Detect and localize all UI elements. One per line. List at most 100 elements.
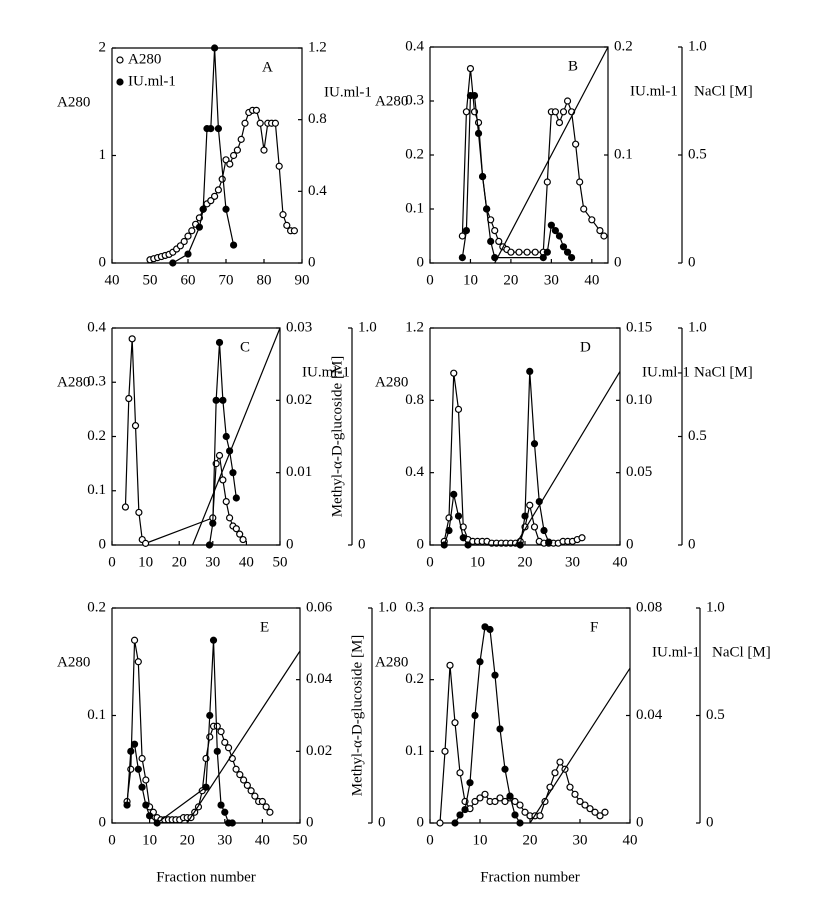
data-point bbox=[591, 808, 599, 816]
series-line bbox=[124, 338, 244, 545]
data-point bbox=[596, 812, 604, 820]
data-point bbox=[205, 541, 214, 549]
data-point bbox=[262, 803, 270, 811]
y2-tick-label: 0.15 bbox=[626, 319, 652, 335]
y3-tick-label: 1.0 bbox=[706, 599, 725, 615]
y-tick-label: 0.3 bbox=[87, 374, 106, 390]
data-point bbox=[240, 776, 248, 784]
data-point bbox=[142, 801, 150, 809]
y-axis-label: A280 bbox=[375, 93, 408, 109]
y2-axis-label: IU.ml-1 bbox=[652, 644, 700, 660]
panel: 40 50 60 70 80 90 0 1 2 0 0.4 0.8 1.2 A280 IU.ml-1 A A28… bbox=[57, 39, 372, 288]
data-point bbox=[567, 254, 576, 262]
data-point bbox=[279, 211, 287, 219]
series-line bbox=[208, 342, 237, 546]
data-point bbox=[531, 248, 539, 256]
data-point bbox=[601, 808, 609, 816]
x-axis-label: Fraction number bbox=[480, 869, 580, 885]
data-point bbox=[536, 812, 544, 820]
panel-label: F bbox=[590, 619, 598, 635]
data-point bbox=[521, 808, 529, 816]
data-point bbox=[219, 396, 227, 404]
y-tick-label: 0.3 bbox=[405, 92, 424, 108]
data-point bbox=[487, 237, 495, 245]
data-point bbox=[501, 797, 509, 806]
data-point bbox=[247, 787, 255, 795]
y2-tick-label: 0.08 bbox=[636, 599, 662, 615]
panel: 0 10 20 30 40 0 0.1 0.2 0.3 0.4 0 0.1 0.2 0 0.5 1.0 A280… bbox=[375, 38, 753, 288]
x-tick-label: 10 bbox=[470, 554, 485, 570]
data-point bbox=[555, 118, 564, 127]
data-point bbox=[169, 259, 177, 267]
data-point bbox=[271, 119, 279, 127]
y3-tick-label: 1.0 bbox=[688, 319, 707, 335]
data-point bbox=[476, 658, 484, 666]
data-point bbox=[474, 118, 483, 127]
data-point bbox=[209, 519, 217, 527]
y2-tick-label: 0.05 bbox=[626, 464, 652, 480]
data-point bbox=[207, 197, 215, 205]
data-point bbox=[521, 512, 529, 520]
data-point bbox=[232, 525, 240, 533]
series-line bbox=[514, 371, 621, 546]
data-point bbox=[125, 394, 133, 403]
y2-axis-label: IU.ml-1 bbox=[630, 83, 678, 99]
data-point bbox=[142, 776, 150, 784]
series-line bbox=[172, 47, 235, 264]
data-point bbox=[222, 205, 230, 213]
data-point bbox=[543, 178, 551, 186]
data-point bbox=[219, 476, 227, 484]
data-point bbox=[212, 396, 220, 404]
x-tick-label: 30 bbox=[544, 272, 559, 288]
data-point bbox=[232, 765, 240, 773]
y-tick-label: 0.1 bbox=[87, 707, 106, 723]
data-point bbox=[478, 173, 487, 181]
data-point bbox=[526, 501, 534, 509]
y3-axis-label: Methyl-α-D-glucoside [M] bbox=[329, 356, 345, 518]
data-point bbox=[131, 422, 140, 430]
data-point bbox=[551, 769, 559, 777]
legend-label: IU.ml-1 bbox=[128, 73, 176, 89]
data-point bbox=[123, 801, 131, 809]
y-tick-label: 0 bbox=[417, 814, 425, 830]
data-point bbox=[491, 797, 499, 806]
y-tick-label: 0.1 bbox=[405, 200, 424, 216]
data-point bbox=[551, 108, 560, 116]
y3-tick-label: 0.5 bbox=[688, 428, 707, 444]
data-point bbox=[523, 248, 531, 256]
data-point bbox=[496, 725, 504, 733]
data-point bbox=[130, 740, 139, 748]
y2-tick-label: 1.2 bbox=[308, 39, 327, 55]
series-line bbox=[443, 373, 583, 544]
y-axis-label: A280 bbox=[375, 374, 408, 390]
data-point bbox=[213, 722, 221, 730]
y-tick-label: 0 bbox=[417, 536, 425, 552]
y2-tick-label: 0 bbox=[306, 814, 314, 830]
x-tick-label: 50 bbox=[293, 832, 308, 848]
data-point bbox=[458, 254, 466, 262]
data-point bbox=[153, 819, 161, 827]
y3-tick-label: 0.5 bbox=[688, 146, 707, 162]
data-point bbox=[559, 243, 568, 251]
x-tick-label: 80 bbox=[257, 272, 272, 288]
data-point bbox=[543, 248, 551, 256]
data-point bbox=[209, 636, 218, 644]
y-tick-label: 0.4 bbox=[87, 319, 106, 335]
data-point bbox=[530, 523, 539, 531]
data-point bbox=[258, 797, 266, 806]
data-point bbox=[138, 754, 146, 763]
y2-tick-label: 0 bbox=[614, 254, 622, 270]
x-tick-label: 70 bbox=[219, 272, 234, 288]
panel: 0 10 20 30 40 50 0 0.1 0.2 0 0.02 0.04 0.06 0 1.0 A280 M… bbox=[57, 599, 397, 885]
data-point bbox=[440, 541, 448, 549]
y-tick-label: 0.2 bbox=[405, 671, 424, 687]
x-tick-label: 20 bbox=[180, 832, 195, 848]
panel: 0 10 20 30 40 50 0 0.1 0.2 0.3 0.4 0 0.01 0.02 0.03 0 1.… bbox=[57, 319, 377, 570]
data-point bbox=[243, 781, 251, 789]
y-axis-label: A280 bbox=[57, 374, 90, 390]
x-tick-label: 0 bbox=[426, 554, 434, 570]
data-point bbox=[516, 819, 524, 827]
y-tick-label: 1.2 bbox=[405, 319, 424, 335]
y3-tick-label: 0 bbox=[358, 536, 366, 552]
data-point bbox=[483, 205, 491, 213]
